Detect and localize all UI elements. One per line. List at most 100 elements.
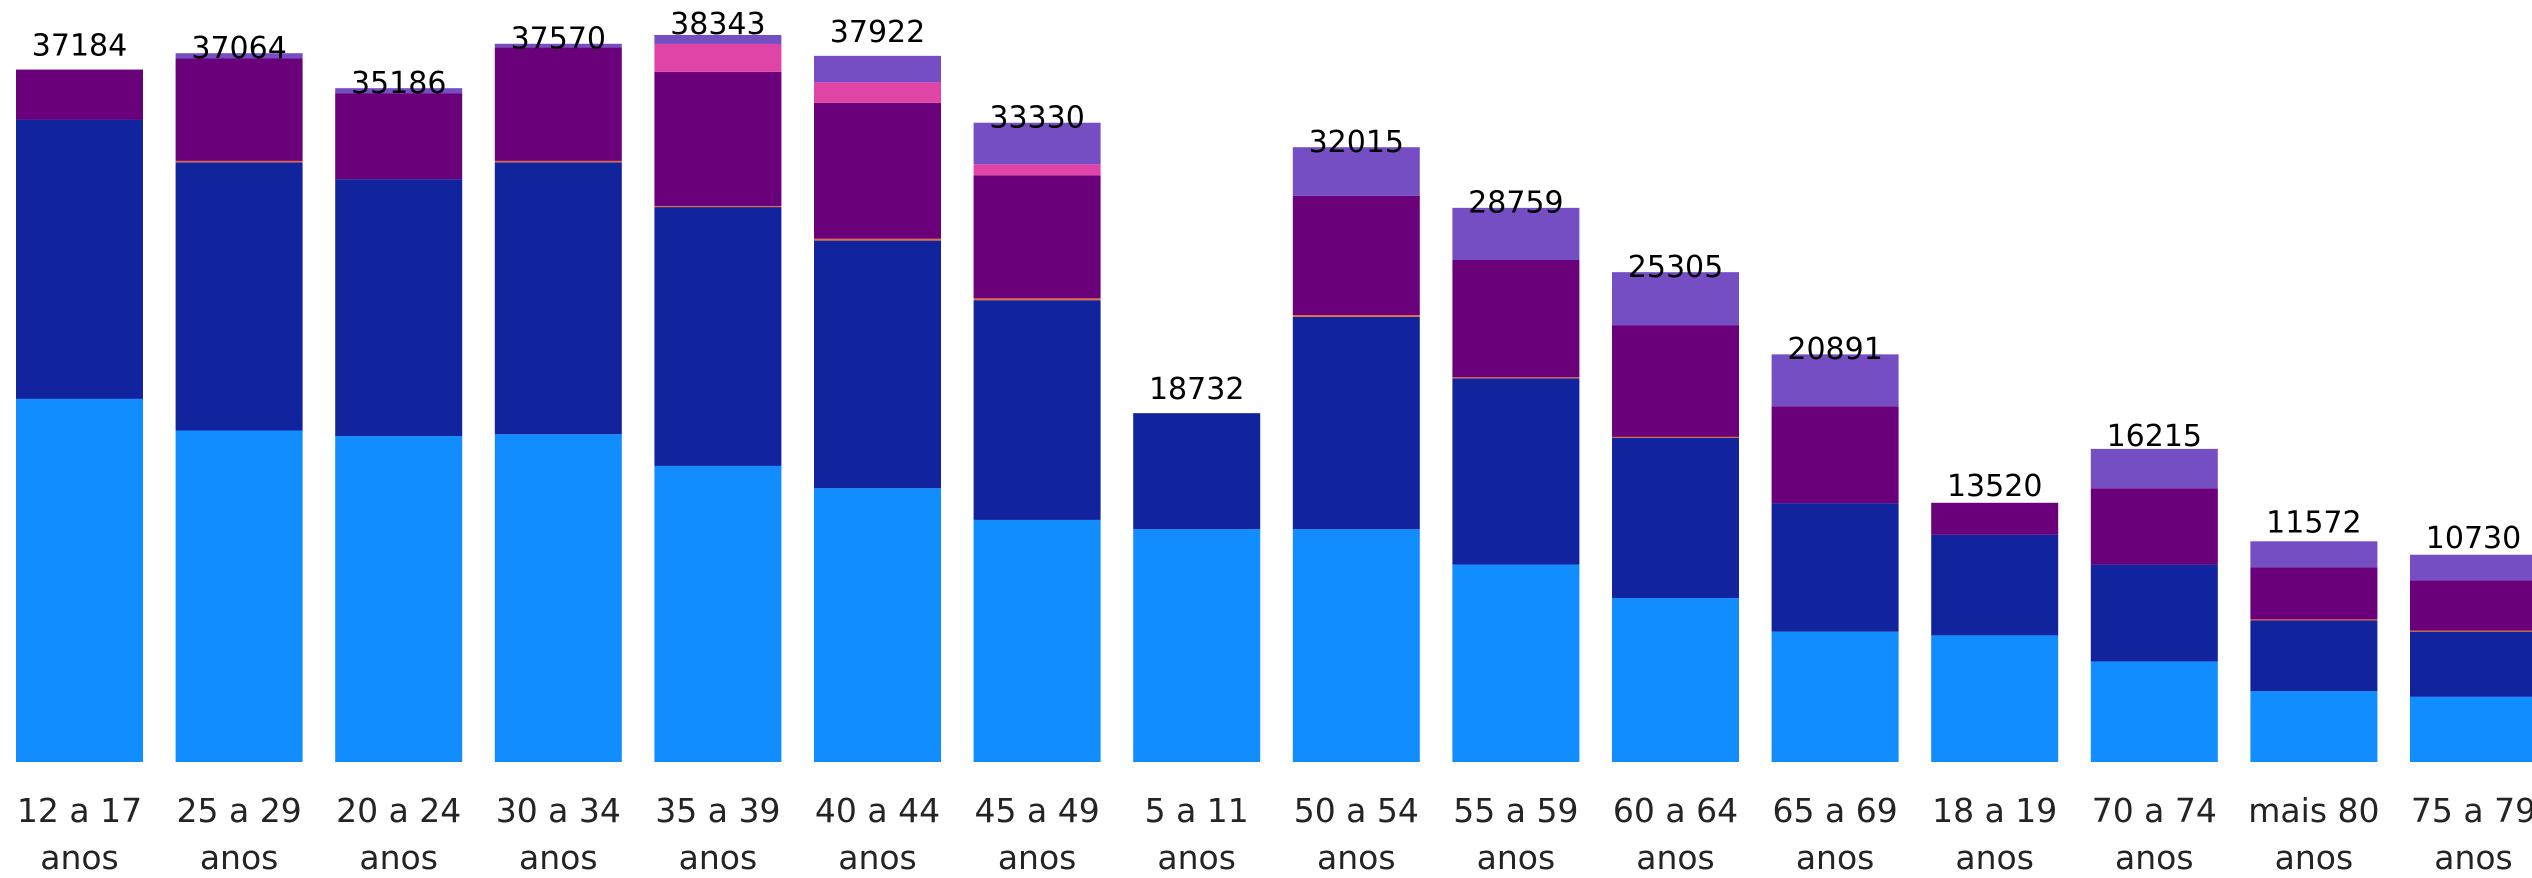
bar-segment (2250, 619, 2378, 621)
category-tick-label: 60 a 64 (1613, 791, 1738, 830)
bar-segment (2250, 541, 2378, 568)
bar-segment (814, 488, 941, 762)
total-data-label: 20891 (1787, 332, 1882, 367)
bar-segment (2410, 631, 2532, 697)
bar-segment (1292, 316, 1420, 530)
bar-segment (2090, 661, 2218, 762)
bar-segment (2090, 488, 2218, 565)
total-data-label: 33330 (989, 100, 1084, 135)
bar-segment (2410, 554, 2532, 581)
bar-segment (1292, 315, 1420, 317)
bar-segment (2250, 691, 2378, 762)
total-data-label: 13520 (1947, 469, 2042, 504)
bar-segment (494, 160, 622, 163)
bar-segment (2250, 567, 2378, 620)
total-data-label: 38343 (670, 7, 765, 42)
total-data-label: 18732 (1149, 372, 1244, 407)
bar-segment (335, 436, 463, 762)
category-tick-label: mais 80 (2248, 791, 2379, 830)
bar-segment (1133, 413, 1261, 530)
bar-segment (1771, 354, 1899, 407)
bar-segment (494, 43, 622, 48)
category-tick-label: anos (998, 838, 1077, 877)
category-tick-label: anos (2434, 838, 2513, 877)
category-tick-label: anos (2275, 838, 2354, 877)
bar-segment (1452, 259, 1580, 378)
bar-segment (654, 207, 782, 466)
total-data-label: 37184 (32, 29, 127, 64)
bar-segment (814, 240, 941, 489)
bar-segment (654, 43, 782, 72)
bar-segment (973, 175, 1101, 299)
bar-segment (16, 69, 143, 120)
bar-segment (494, 162, 622, 435)
bar-segment (2250, 620, 2378, 692)
category-tick-label: anos (838, 838, 917, 877)
bar-segment (16, 398, 143, 762)
bar-segment (973, 164, 1101, 176)
total-data-label: 35186 (351, 66, 446, 101)
category-tick-label: anos (1157, 838, 1236, 877)
category-tick-label: 18 a 19 (1932, 791, 2057, 830)
bar-segment (1612, 598, 1739, 762)
category-tick-label: 30 a 34 (496, 791, 621, 830)
bar-segment (814, 238, 941, 241)
bar-segment (494, 47, 622, 161)
bar-segment (1931, 502, 2059, 535)
bar-segment (654, 205, 782, 208)
bar-segment (1612, 272, 1739, 326)
category-tick-label: 40 a 44 (815, 791, 940, 830)
bar-segment (1771, 631, 1899, 762)
category-tick-label: anos (200, 838, 279, 877)
total-data-label: 32015 (1309, 125, 1404, 160)
bar-segment (494, 434, 622, 762)
bar-segment (175, 58, 303, 161)
category-tick-label: anos (40, 838, 119, 877)
bar-segment (1452, 377, 1580, 379)
category-tick-label: anos (519, 838, 598, 877)
total-data-label: 37570 (511, 21, 606, 56)
category-tick-label: anos (359, 838, 438, 877)
bar-segment (1612, 436, 1739, 438)
bar-segment (654, 71, 782, 206)
bar-segment (2090, 564, 2218, 662)
bar-segment (973, 122, 1101, 165)
category-tick-label: 55 a 59 (1453, 791, 1578, 830)
bar-segment (814, 55, 941, 83)
total-data-label: 25305 (1628, 250, 1723, 285)
bar-segment (973, 298, 1101, 301)
category-tick-label: 5 a 11 (1145, 791, 1249, 830)
category-labels-layer: 12 a 17 anos 25 a 29 anos 20 a 24 anos 30 a 34… (17, 791, 2532, 877)
bar-segment (1133, 529, 1261, 762)
total-data-label: 10730 (2426, 521, 2521, 556)
bar-segment (16, 119, 143, 399)
bar-segment (1612, 437, 1739, 599)
category-tick-label: anos (679, 838, 758, 877)
bar-segment (973, 300, 1101, 520)
category-tick-label: anos (1636, 838, 1715, 877)
bar-segment (1771, 503, 1899, 632)
bar-segment (2410, 630, 2532, 632)
bar-segment (335, 93, 463, 180)
bar-segment (973, 519, 1101, 762)
category-tick-label: 65 a 69 (1773, 791, 1898, 830)
bar-segment (335, 179, 463, 437)
bar-segment (2410, 696, 2532, 762)
bar-segment (654, 465, 782, 762)
category-tick-label: 45 a 49 (975, 791, 1100, 830)
bar-segment (335, 88, 463, 94)
bar-segment (1931, 635, 2059, 762)
bar-segment (1292, 147, 1420, 196)
category-tick-label: anos (1477, 838, 1556, 877)
category-tick-label: 75 a 79 (2411, 791, 2532, 830)
total-data-label: 37064 (191, 31, 286, 66)
bar-segment (814, 82, 941, 103)
bar-segment (1452, 207, 1580, 260)
bars-layer (16, 34, 2532, 762)
bar-segment (1452, 564, 1580, 762)
category-tick-label: anos (2115, 838, 2194, 877)
bar-segment (1612, 325, 1739, 437)
category-tick-label: 50 a 54 (1294, 791, 1419, 830)
bar-segment (654, 34, 782, 44)
